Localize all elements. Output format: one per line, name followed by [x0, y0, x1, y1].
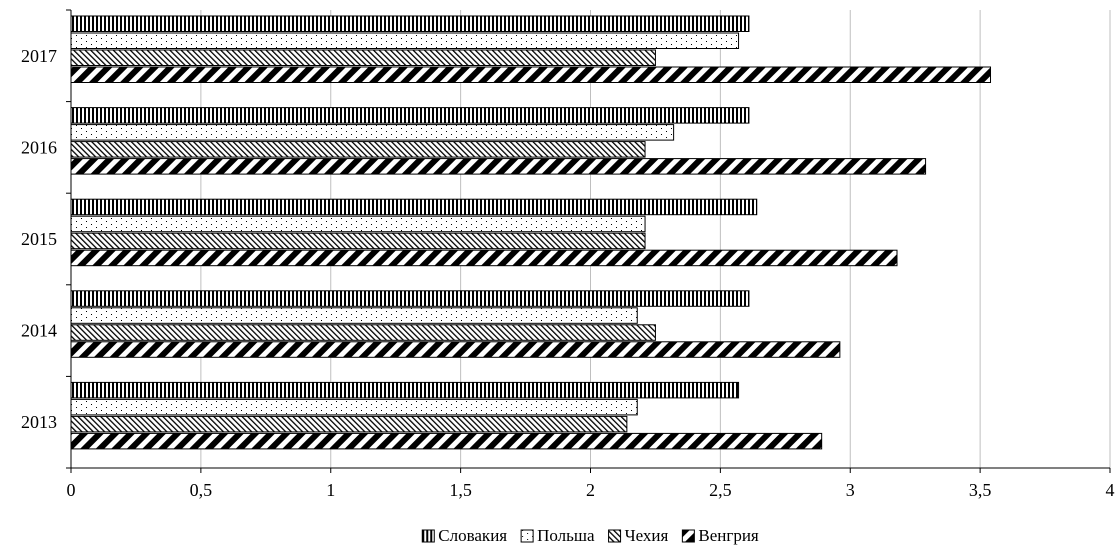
x-tick-label: 3	[846, 480, 855, 500]
legend-swatch	[608, 529, 622, 543]
bar	[70, 215, 646, 233]
legend-swatch	[681, 529, 695, 543]
x-tick-labels: 0 0,5 1 1,5 2 2,5 3 3,5 4	[67, 480, 1115, 500]
legend: Словакия Польша Чехия Венгрия	[421, 526, 759, 545]
bar	[70, 32, 740, 49]
bar	[70, 124, 675, 141]
x-tick-label: 0,5	[190, 480, 213, 500]
legend-label: Чехия	[625, 526, 669, 545]
x-tick-label: 1,5	[449, 480, 472, 500]
bar	[70, 107, 750, 124]
bar	[70, 158, 927, 175]
y-tick-labels: 2013 2014 2015 2016 2017	[21, 46, 57, 432]
bar	[70, 49, 656, 66]
bar	[70, 15, 750, 32]
legend-label: Словакия	[438, 526, 507, 545]
bar	[70, 141, 646, 158]
bars	[70, 15, 992, 450]
y-tick-label: 2016	[21, 137, 57, 157]
legend-swatch	[520, 529, 534, 543]
legend-label: Польша	[537, 526, 595, 545]
legend-item: Польша	[520, 526, 595, 545]
legend-item: Чехия	[608, 526, 669, 545]
y-tick-label: 2015	[21, 229, 57, 249]
bar	[70, 341, 841, 358]
y-tick-label: 2013	[21, 412, 57, 432]
x-tick-label: 1	[326, 480, 335, 500]
bar	[70, 198, 758, 216]
x-tick-label: 2,5	[709, 480, 732, 500]
y-tick-label: 2014	[21, 321, 57, 341]
x-tick-label: 4	[1106, 480, 1115, 500]
x-tick-label: 3,5	[969, 480, 992, 500]
axes	[66, 9, 1111, 473]
legend-item: Словакия	[421, 526, 507, 545]
bar	[70, 324, 656, 341]
bar	[70, 307, 638, 324]
legend-item: Венгрия	[681, 526, 759, 545]
bar	[70, 249, 898, 267]
bar	[70, 290, 750, 307]
legend-swatch	[421, 529, 435, 543]
bar	[70, 232, 646, 250]
bar	[70, 66, 992, 83]
bar	[70, 432, 823, 450]
bar	[70, 415, 628, 433]
bar	[70, 381, 740, 399]
y-tick-label: 2017	[21, 46, 57, 66]
x-tick-label: 0	[67, 480, 76, 500]
legend-label: Венгрия	[698, 526, 759, 545]
bar	[70, 398, 638, 416]
x-tick-label: 2	[586, 480, 595, 500]
